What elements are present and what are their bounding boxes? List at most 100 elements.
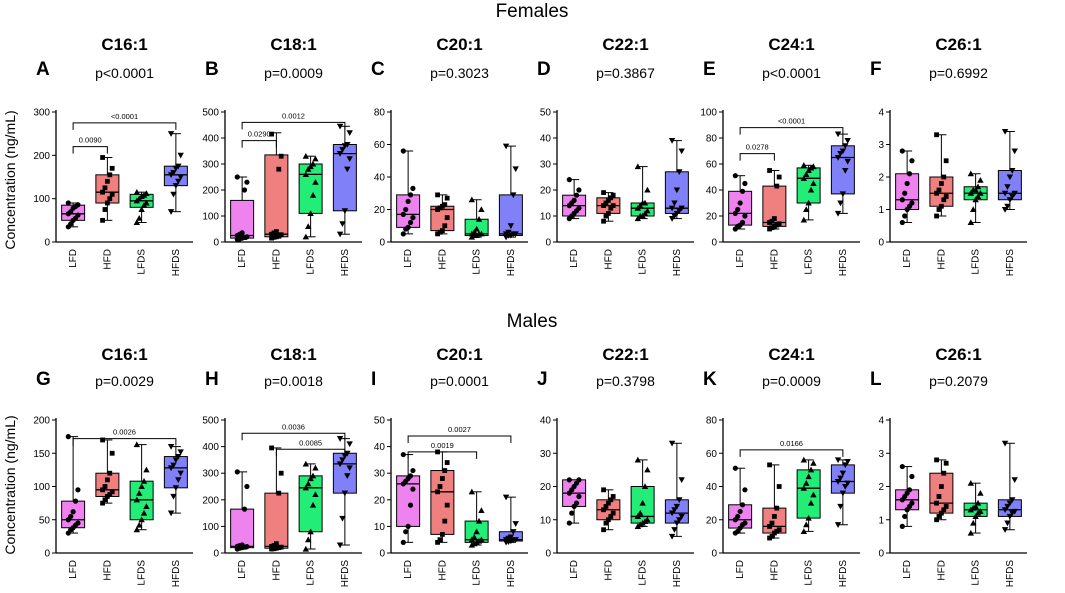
data-point <box>603 213 609 219</box>
data-point <box>305 223 312 229</box>
data-point <box>312 155 319 162</box>
data-point <box>302 171 310 177</box>
data-point <box>167 209 175 215</box>
y-tick-label: 10 <box>540 212 552 223</box>
data-point <box>439 228 445 234</box>
significance-label: 0.0090 <box>79 136 102 145</box>
data-point <box>834 131 842 138</box>
data-point <box>934 517 939 523</box>
data-point <box>769 533 775 539</box>
y-tick-label: 20 <box>374 205 386 216</box>
y-tick-label: 50 <box>540 108 552 119</box>
data-point <box>810 180 817 187</box>
data-point <box>844 158 851 165</box>
data-point <box>136 489 143 496</box>
y-tick-label: 0 <box>44 549 50 560</box>
data-point <box>842 167 849 174</box>
data-point <box>934 500 939 506</box>
x-tick-label: LFD <box>902 560 913 579</box>
data-point <box>800 216 808 223</box>
data-point <box>100 487 105 493</box>
x-tick-label: HFD <box>936 249 947 270</box>
data-point <box>241 506 248 512</box>
data-point <box>639 499 646 506</box>
y-tick-label: 40 <box>540 416 552 427</box>
y-tick-label: 300 <box>33 108 50 119</box>
data-point <box>170 493 177 500</box>
data-point <box>576 493 582 500</box>
data-point <box>735 206 741 213</box>
data-point <box>967 219 975 226</box>
data-point <box>934 132 939 138</box>
data-point <box>909 158 915 164</box>
significance-label: 0.0036 <box>282 422 305 431</box>
data-point <box>678 513 685 520</box>
data-point <box>346 465 353 472</box>
data-point <box>644 466 651 473</box>
data-point <box>442 518 448 524</box>
data-point <box>1006 197 1014 203</box>
data-point <box>605 500 611 506</box>
data-point <box>668 138 676 144</box>
x-tick-label: LFDS <box>638 560 649 586</box>
x-tick-label: LFDS <box>804 249 815 275</box>
data-point <box>344 141 351 148</box>
data-point <box>844 138 851 144</box>
data-point <box>603 504 609 509</box>
data-point <box>805 473 812 480</box>
data-point <box>601 487 606 493</box>
data-point <box>70 509 76 515</box>
data-point <box>177 449 184 456</box>
data-point <box>75 202 81 208</box>
data-point <box>471 229 478 235</box>
data-point <box>403 529 409 535</box>
data-point <box>244 544 250 550</box>
y-tick-label: 0 <box>878 549 884 560</box>
significance-bracket <box>275 448 346 457</box>
data-point <box>1009 193 1016 200</box>
data-point <box>468 488 476 495</box>
data-point <box>605 517 611 523</box>
data-point <box>767 535 772 541</box>
data-point <box>839 148 847 155</box>
data-point <box>175 454 182 460</box>
panel-f: F C26:1 p=0.6992 0 1 2 3 4 LFD HFD LFDS HFDS <box>870 35 1027 276</box>
y-tick-label: 500 <box>202 416 219 427</box>
data-point <box>803 171 810 177</box>
y-tick-label: 200 <box>202 495 219 506</box>
box-hfd <box>929 472 954 514</box>
data-point <box>346 130 353 136</box>
data-point <box>1009 497 1016 503</box>
data-point <box>742 213 748 219</box>
y-tick-label: 40 <box>540 134 552 145</box>
data-point <box>400 148 406 154</box>
data-point <box>899 219 905 226</box>
x-tick-label: LFD <box>237 249 248 268</box>
data-point <box>133 526 141 533</box>
data-point <box>136 214 143 221</box>
data-point <box>1004 503 1011 510</box>
data-point <box>601 190 606 195</box>
x-tick-label: LFD <box>68 560 79 579</box>
data-point <box>676 169 683 175</box>
box-hfds <box>332 452 357 494</box>
data-point <box>972 513 979 519</box>
x-tick-label: HFDS <box>506 560 517 588</box>
data-point <box>668 533 676 540</box>
data-point <box>938 181 944 186</box>
significance-bracket <box>739 449 844 457</box>
panel-letter: J <box>537 369 548 390</box>
x-tick-label: HFDS <box>340 249 351 277</box>
data-point <box>305 536 312 543</box>
y-tick-label: 0 <box>711 549 717 560</box>
x-tick-label: HFDS <box>171 560 182 588</box>
data-point <box>601 507 606 513</box>
data-point <box>307 528 314 535</box>
data-point <box>170 191 177 198</box>
y-tick-label: 200 <box>202 186 219 197</box>
data-point <box>974 499 982 506</box>
significance-label: 0.0026 <box>113 428 136 437</box>
data-point <box>732 465 738 471</box>
data-point <box>678 148 685 155</box>
data-point <box>278 544 284 550</box>
